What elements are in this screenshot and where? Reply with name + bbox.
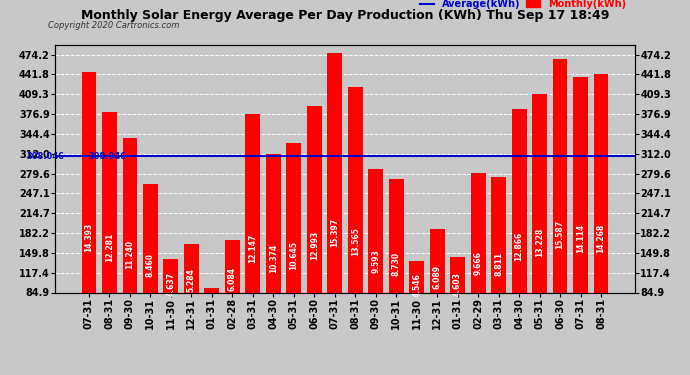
- Text: 14.268: 14.268: [597, 223, 606, 252]
- Bar: [430, 229, 444, 344]
- Text: 15.587: 15.587: [555, 219, 564, 249]
- Text: 5.284: 5.284: [187, 268, 196, 292]
- Bar: [123, 138, 137, 344]
- Text: 11.240: 11.240: [126, 239, 135, 268]
- Bar: [81, 72, 97, 344]
- Text: 8.460: 8.460: [146, 254, 155, 278]
- Bar: [471, 173, 486, 344]
- Bar: [451, 257, 465, 344]
- Text: Monthly Solar Energy Average Per Day Production (KWh) Thu Sep 17 18:49: Monthly Solar Energy Average Per Day Pro…: [81, 9, 609, 22]
- Text: 12.281: 12.281: [105, 233, 114, 262]
- Text: 14.393: 14.393: [84, 223, 93, 252]
- Bar: [143, 184, 158, 344]
- Text: 13.565: 13.565: [351, 227, 359, 256]
- Text: 8.811: 8.811: [494, 252, 503, 276]
- Text: 4.637: 4.637: [166, 272, 175, 296]
- Bar: [225, 240, 239, 344]
- Bar: [286, 143, 301, 344]
- Bar: [246, 114, 260, 344]
- Bar: [389, 179, 404, 344]
- Text: 10.645: 10.645: [289, 241, 298, 270]
- Bar: [102, 112, 117, 344]
- Bar: [348, 87, 363, 344]
- Text: 6.084: 6.084: [228, 267, 237, 291]
- Text: 13.228: 13.228: [535, 228, 544, 258]
- Bar: [573, 77, 588, 344]
- Bar: [532, 94, 547, 344]
- Text: 12.866: 12.866: [515, 232, 524, 261]
- Text: 14.114: 14.114: [576, 224, 585, 253]
- Text: 4.546: 4.546: [412, 273, 421, 297]
- Bar: [204, 288, 219, 344]
- Text: Copyright 2020 Cartronics.com: Copyright 2020 Cartronics.com: [48, 21, 179, 30]
- Text: 12.147: 12.147: [248, 233, 257, 262]
- Text: 12.993: 12.993: [310, 231, 319, 261]
- Text: 6.089: 6.089: [433, 265, 442, 289]
- Bar: [409, 261, 424, 344]
- Bar: [512, 108, 526, 344]
- Text: 15.397: 15.397: [331, 218, 339, 247]
- Text: 308.046: 308.046: [89, 152, 127, 160]
- Legend: Average(kWh), Monthly(kWh): Average(kWh), Monthly(kWh): [416, 0, 630, 13]
- Text: 9.666: 9.666: [473, 251, 483, 274]
- Bar: [327, 53, 342, 344]
- Text: 308.046: 308.046: [26, 152, 64, 160]
- Text: 8.730: 8.730: [392, 252, 401, 276]
- Bar: [368, 168, 383, 344]
- Bar: [307, 106, 322, 344]
- Bar: [491, 177, 506, 344]
- Text: 9.593: 9.593: [371, 250, 380, 273]
- Text: 10.374: 10.374: [269, 243, 278, 273]
- Bar: [266, 154, 281, 344]
- Bar: [184, 244, 199, 344]
- Text: 4.603: 4.603: [453, 272, 462, 296]
- Bar: [593, 74, 609, 344]
- Bar: [553, 58, 567, 344]
- Bar: [164, 260, 178, 344]
